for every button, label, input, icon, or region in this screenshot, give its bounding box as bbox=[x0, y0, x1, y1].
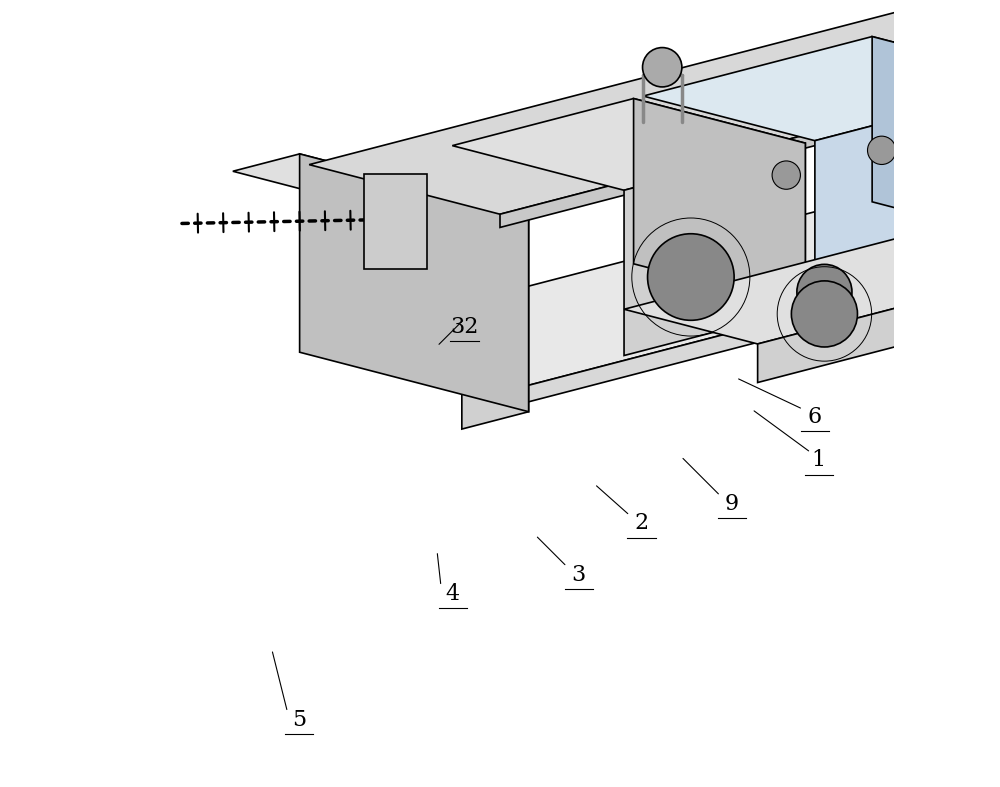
Polygon shape bbox=[815, 81, 1000, 306]
Circle shape bbox=[772, 161, 800, 189]
Polygon shape bbox=[968, 220, 1000, 294]
Polygon shape bbox=[872, 36, 1000, 246]
Text: 3: 3 bbox=[572, 563, 586, 586]
Polygon shape bbox=[643, 36, 1000, 141]
Text: 5: 5 bbox=[292, 709, 306, 731]
Polygon shape bbox=[634, 98, 805, 309]
Text: 4: 4 bbox=[446, 583, 460, 605]
Circle shape bbox=[868, 136, 896, 164]
Text: 2: 2 bbox=[635, 512, 649, 534]
Circle shape bbox=[791, 281, 857, 347]
Circle shape bbox=[643, 47, 682, 87]
Polygon shape bbox=[233, 154, 529, 231]
Polygon shape bbox=[309, 0, 1000, 214]
Polygon shape bbox=[500, 170, 1000, 409]
Polygon shape bbox=[300, 154, 529, 412]
Polygon shape bbox=[309, 120, 1000, 393]
Polygon shape bbox=[891, 6, 1000, 87]
Polygon shape bbox=[500, 0, 1000, 227]
Text: 1: 1 bbox=[812, 449, 826, 471]
Text: 9: 9 bbox=[725, 493, 739, 515]
Circle shape bbox=[648, 234, 734, 320]
Polygon shape bbox=[624, 220, 1000, 344]
Circle shape bbox=[944, 116, 972, 145]
Text: 6: 6 bbox=[808, 406, 822, 428]
Polygon shape bbox=[364, 175, 427, 269]
Circle shape bbox=[797, 264, 852, 320]
Text: 32: 32 bbox=[450, 316, 479, 338]
Polygon shape bbox=[758, 255, 1000, 382]
Polygon shape bbox=[624, 143, 805, 356]
Polygon shape bbox=[462, 213, 529, 429]
Polygon shape bbox=[452, 98, 805, 190]
